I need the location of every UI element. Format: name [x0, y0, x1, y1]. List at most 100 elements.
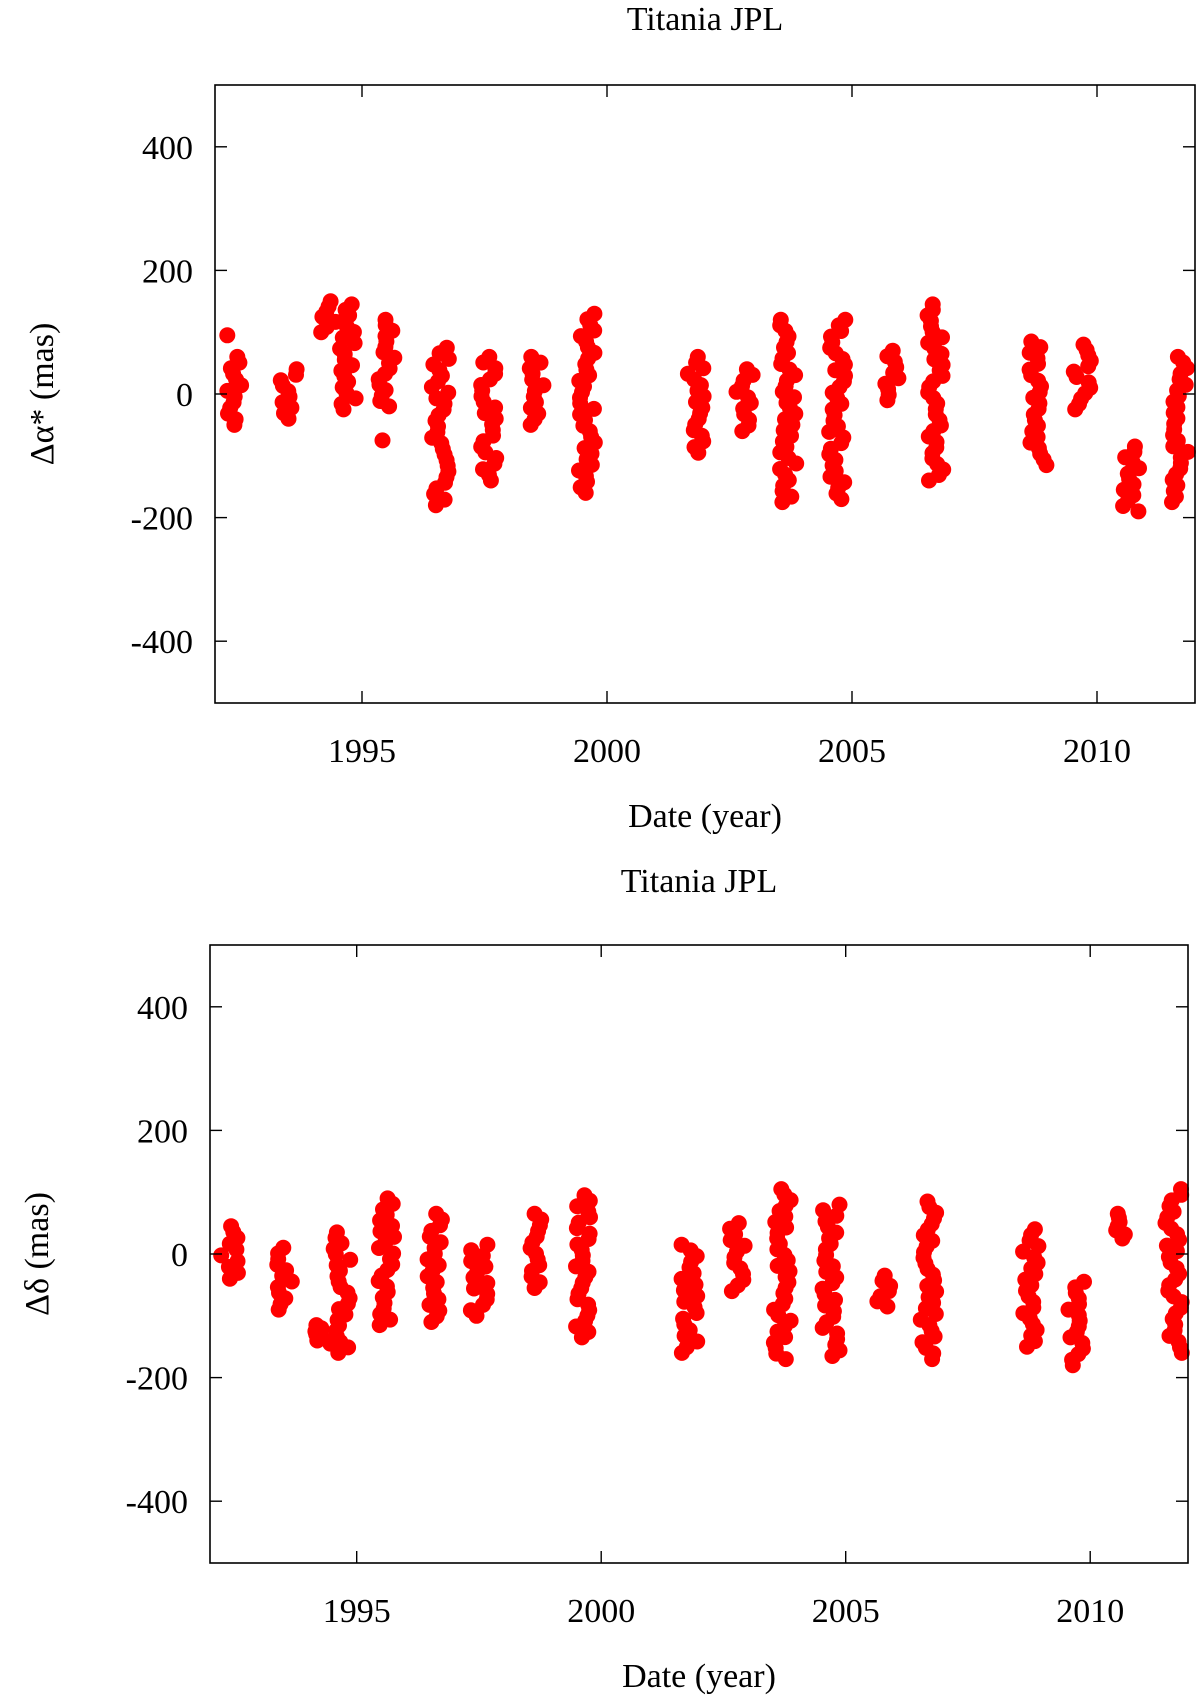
data-point: [673, 1270, 690, 1287]
data-point: [219, 382, 236, 399]
data-point: [479, 1275, 496, 1291]
data-points: [219, 293, 1196, 520]
data-point: [730, 1215, 747, 1232]
data-point: [1065, 363, 1082, 380]
data-point: [479, 1236, 496, 1253]
data-point: [914, 1334, 931, 1351]
data-point: [924, 296, 941, 313]
data-point: [1109, 1205, 1126, 1222]
plot-frame: [214, 84, 1196, 704]
data-point: [328, 1224, 345, 1241]
x-axis-label: Date (year): [622, 1658, 776, 1695]
y-tick-label: 0: [176, 377, 193, 414]
chart-title: Titania JPL: [621, 863, 778, 900]
data-point: [1026, 1221, 1043, 1238]
data-point: [463, 1242, 480, 1259]
data-point: [1173, 1181, 1189, 1198]
data-point: [581, 1225, 598, 1242]
axis-ticks: -400 -200 0 200 400 1995 2000 2005 2010: [126, 945, 1188, 1630]
data-point: [272, 372, 289, 389]
x-tick-label: 2005: [812, 1593, 880, 1630]
plot-panel-declination: Titania JPL Date (year) Δδ (mas) -400 -20…: [19, 863, 1190, 1695]
data-point: [1076, 1273, 1092, 1290]
data-point: [1023, 333, 1040, 350]
data-point: [782, 1312, 799, 1329]
data-point: [586, 305, 603, 322]
data-point: [1169, 348, 1186, 365]
data-point: [772, 311, 789, 328]
y-tick-label: 200: [137, 1113, 188, 1150]
data-point: [526, 1205, 543, 1222]
data-point: [229, 1253, 246, 1270]
data-point: [829, 1325, 846, 1342]
data-point: [585, 400, 602, 417]
data-point: [342, 1251, 359, 1268]
data-point: [377, 311, 394, 328]
y-tick-label: 400: [142, 130, 193, 167]
data-point: [1158, 1237, 1175, 1254]
data-point: [523, 348, 540, 365]
data-point: [679, 365, 696, 382]
y-tick-label: -200: [131, 501, 193, 538]
data-point: [1126, 438, 1143, 455]
data-point: [385, 1245, 402, 1262]
data-point: [689, 1333, 706, 1350]
data-point: [1075, 336, 1092, 353]
data-point: [343, 296, 360, 313]
data-point: [815, 1202, 832, 1219]
data-point: [440, 384, 457, 401]
data-point: [675, 1310, 692, 1327]
data-point: [736, 1237, 753, 1254]
data-point: [428, 1205, 445, 1222]
data-points: [213, 1181, 1190, 1374]
data-point: [213, 1247, 230, 1264]
data-point: [229, 348, 246, 365]
y-tick-label: 200: [142, 253, 193, 290]
data-point: [1080, 374, 1097, 391]
data-point: [275, 1239, 292, 1256]
plot-frame: [209, 944, 1189, 1564]
data-point: [673, 1236, 690, 1253]
x-tick-label: 2010: [1056, 1593, 1124, 1630]
y-tick-label: 0: [171, 1237, 188, 1274]
data-point: [831, 1196, 848, 1213]
y-tick-label: 400: [137, 990, 188, 1027]
x-tick-label: 2000: [567, 1593, 635, 1630]
data-point: [773, 1181, 790, 1198]
data-point: [438, 339, 455, 356]
data-point: [837, 311, 854, 328]
y-axis-label: Δα* (mas): [24, 323, 61, 466]
y-tick-label: -400: [131, 624, 193, 661]
data-point: [884, 342, 901, 359]
x-axis-label: Date (year): [628, 798, 782, 835]
data-point: [689, 348, 706, 365]
data-point: [738, 361, 755, 378]
data-point: [876, 1267, 893, 1284]
x-tick-label: 2005: [818, 733, 886, 770]
data-point: [836, 474, 853, 491]
y-axis-label: Δδ (mas): [19, 1192, 56, 1316]
data-point: [1179, 443, 1196, 460]
y-tick-label: -400: [126, 1484, 188, 1521]
y-tick-label: -200: [126, 1361, 188, 1398]
data-point: [462, 1302, 479, 1319]
chart-title: Titania JPL: [627, 1, 784, 38]
data-point: [308, 1317, 325, 1334]
data-point: [481, 348, 498, 365]
data-point: [676, 1293, 693, 1310]
x-tick-label: 1995: [328, 733, 396, 770]
x-tick-label: 2010: [1063, 733, 1131, 770]
data-point: [223, 1218, 240, 1235]
plot-panel-right-ascension: Titania JPL Date (year) Δα* (mas) -400 -2…: [24, 1, 1196, 835]
axis-ticks: -400 -200 0 200 400 1995 2000 2005 2010: [131, 85, 1195, 770]
data-point: [1130, 503, 1147, 520]
data-point: [374, 432, 391, 449]
x-tick-label: 2000: [573, 733, 641, 770]
data-point: [576, 1187, 593, 1204]
data-point: [219, 327, 236, 344]
data-point: [572, 328, 589, 345]
data-point: [379, 1190, 396, 1207]
data-point: [772, 461, 789, 477]
data-point: [288, 361, 305, 378]
